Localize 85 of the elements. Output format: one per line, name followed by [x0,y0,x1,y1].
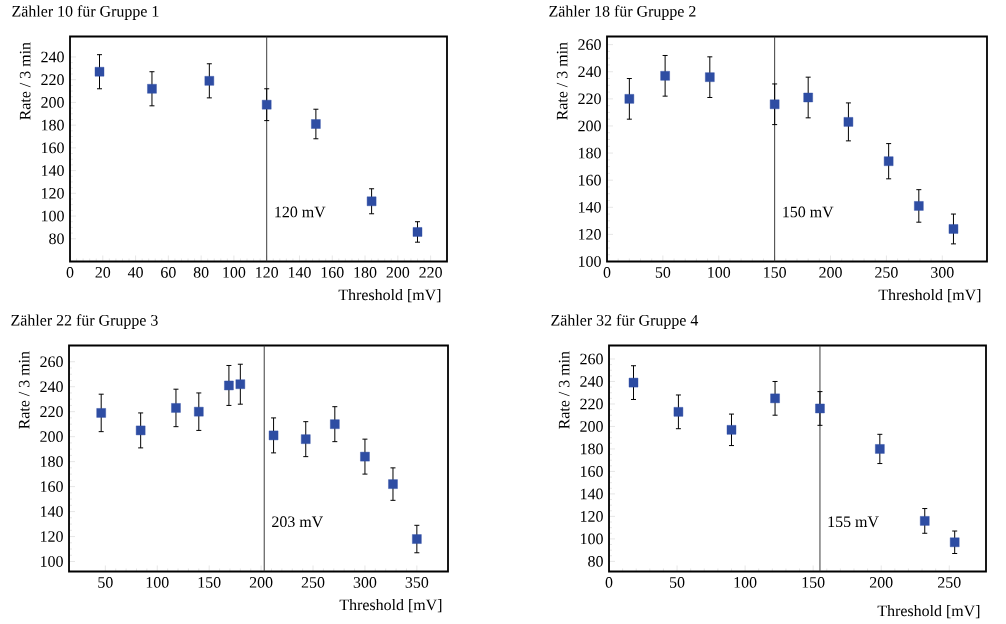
y-tick-label: 80 [49,233,64,245]
y-tick-label: 200 [578,120,601,132]
x-tick-label: 100 [223,267,246,279]
x-tick-label: 120 [256,267,279,279]
x-tick-label: 150 [764,267,786,279]
y-tick-label: 160 [578,175,601,186]
ref-line-label: 203 mV [272,516,324,528]
x-axis-title: Threshold [mV] [339,599,442,613]
y-tick-label: 240 [40,381,63,393]
y-tick-label: 180 [40,456,63,468]
x-tick-label: 200 [249,577,273,588]
ref-line-label: 120 mV [275,206,326,218]
y-tick-label: 120 [41,188,64,199]
y-tick-label: 160 [41,142,64,154]
y-tick-label: 120 [578,229,601,241]
x-tick-label: 50 [670,577,685,588]
x-axis-title: Threshold [mV] [877,605,980,619]
x-tick-label: 220 [419,267,442,279]
y-tick-label: 240 [41,51,64,63]
y-tick-label: 220 [578,93,601,105]
y-axis-title: Rate / 3 min [558,351,570,430]
x-tick-label: 300 [353,577,377,588]
x-tick-label: 150 [802,577,825,588]
x-tick-label: 150 [198,577,221,588]
ref-line-label: 150 mV [783,206,834,218]
ref-line-label: 155 mV [828,516,879,528]
y-tick-label: 180 [580,443,603,455]
y-tick-label: 100 [578,256,601,268]
y-tick-label: 180 [578,147,601,159]
y-tick-label: 180 [41,120,64,131]
x-tick-label: 20 [95,267,111,279]
x-tick-label: 40 [127,267,143,279]
y-tick-label: 160 [40,481,63,493]
chart-title: Zähler 32 für Gruppe 4 [551,314,699,330]
y-tick-label: 220 [41,74,64,86]
y-tick-label: 140 [580,488,603,500]
x-tick-label: 200 [819,267,842,279]
x-tick-label: 100 [708,267,731,279]
x-tick-label: 0 [605,577,613,588]
x-tick-label: 0 [603,267,611,279]
y-tick-label: 200 [41,97,64,109]
y-axis-title: Rate / 3 min [19,42,31,121]
x-tick-label: 250 [875,267,898,279]
y-tick-label: 260 [578,39,601,51]
y-tick-label: 140 [578,202,601,213]
x-tick-label: 200 [386,267,410,279]
x-tick-label: 80 [193,267,209,279]
x-tick-label: 250 [301,577,325,588]
x-tick-label: 140 [288,267,311,279]
x-tick-label: 250 [938,577,961,588]
y-tick-label: 100 [580,533,603,545]
x-tick-label: 180 [354,267,377,279]
y-tick-label: 200 [580,421,603,433]
y-tick-label: 240 [578,66,601,78]
x-tick-label: 350 [405,577,429,588]
y-tick-label: 160 [580,466,603,478]
x-tick-label: 100 [146,577,169,588]
x-tick-label: 0 [66,267,74,279]
y-tick-label: 120 [40,531,63,543]
y-tick-label: 140 [40,506,63,518]
y-tick-label: 260 [580,353,603,365]
y-tick-label: 260 [40,356,63,368]
y-tick-label: 120 [580,511,603,523]
y-tick-label: 140 [41,165,64,177]
x-tick-label: 50 [655,267,671,279]
chart-title: Zähler 22 für Gruppe 3 [11,314,158,330]
y-tick-label: 200 [40,431,63,443]
chart-title: Zähler 10 für Gruppe 1 [12,5,159,21]
y-tick-label: 100 [40,556,63,568]
y-tick-label: 100 [41,210,64,222]
chart-title: Zähler 18 für Gruppe 2 [549,5,696,21]
y-tick-label: 240 [580,376,603,388]
y-tick-label: 220 [40,406,63,418]
x-tick-label: 50 [98,577,113,588]
x-axis-title: Threshold [mV] [338,289,441,303]
y-tick-label: 80 [588,556,603,567]
y-tick-label: 220 [580,398,603,410]
x-tick-label: 60 [161,267,176,279]
x-tick-label: 100 [734,577,757,588]
x-tick-label: 200 [869,577,893,588]
x-axis-title: Threshold [mV] [878,289,981,303]
y-axis-title: Rate / 3 min [18,351,30,430]
x-tick-label: 160 [321,267,344,279]
x-tick-label: 300 [931,267,954,279]
y-axis-title: Rate / 3 min [556,42,568,121]
